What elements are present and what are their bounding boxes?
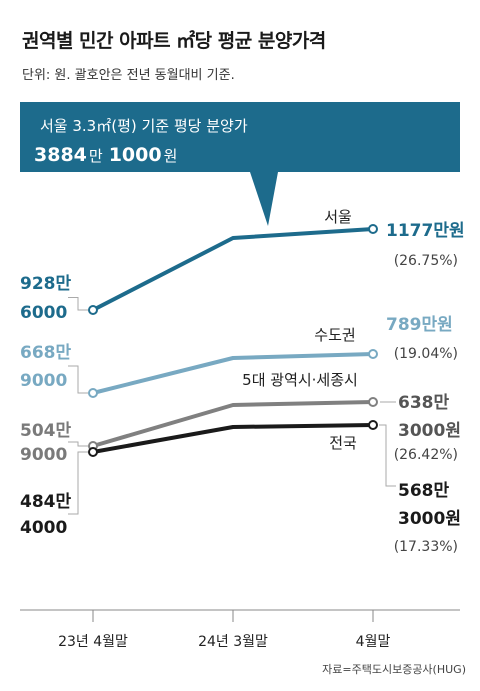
end-leader-line — [379, 424, 396, 487]
callout-value: 3884 만 1000 원 — [34, 144, 177, 166]
start-value-label: 928만 — [20, 274, 71, 294]
series: 서울 928만 6000 1177만원 (26.75%) — [20, 208, 465, 323]
source-note: 자료=주택도시보증공사(HUG) — [322, 663, 466, 676]
end-value-label: 3000원 — [398, 509, 461, 529]
data-point — [368, 224, 378, 234]
data-point — [88, 447, 98, 457]
change-rate-label: (19.04%) — [394, 346, 458, 362]
chart-title: 권역별 민간 아파트 ㎡당 평균 분양가격 — [22, 30, 326, 52]
change-rate-label: (26.75%) — [394, 253, 458, 269]
x-axis: 23년 4월말 24년 3월말 4월말 — [20, 609, 460, 650]
data-point — [88, 305, 98, 315]
series-line — [92, 423, 374, 454]
series-line — [92, 400, 374, 448]
series-name-label: 서울 — [324, 208, 352, 226]
callout-value-main: 3884 — [34, 144, 87, 166]
start-value-label: 9000 — [20, 371, 67, 391]
start-value-label: 668만 — [20, 343, 71, 363]
series-name-label: 전국 — [329, 434, 357, 452]
series-name-label: 5대 광역시·세종시 — [242, 371, 358, 389]
start-value-label: 504만 — [20, 421, 71, 441]
chart-subtitle: 단위: 원. 괄호안은 전년 동월대비 기준. — [22, 68, 235, 83]
data-point — [368, 349, 378, 359]
series: 전국 484만 4000 568만 3000원 (17.33%) — [20, 420, 461, 555]
data-point — [368, 397, 378, 407]
end-value-label: 1177만원 — [386, 221, 465, 241]
end-value-label: 568만 — [398, 481, 449, 501]
start-value-label: 484만 — [20, 492, 71, 512]
series-layer: 서울 928만 6000 1177만원 (26.75%) 수도권 668만 9000 789만원… — [20, 208, 465, 555]
series-name-label: 수도권 — [314, 326, 355, 344]
series-line — [92, 227, 374, 312]
callout-background — [20, 102, 460, 226]
callout-box: 서울 3.3㎡(평) 기준 평당 분양가 3884 만 1000 원 — [20, 102, 460, 226]
series: 5대 광역시·세종시 504만 9000 638만 3000원 (26.42%) — [20, 371, 461, 465]
end-value-label: 789만원 — [386, 315, 453, 335]
start-value-label: 4000 — [20, 518, 67, 538]
x-tick-label: 4월말 — [356, 634, 391, 650]
callout-value-rest: 1000 — [109, 144, 162, 166]
change-rate-label: (17.33%) — [394, 539, 458, 555]
x-tick-label: 24년 3월말 — [198, 634, 268, 650]
start-leader-line — [68, 441, 88, 447]
series: 수도권 668만 9000 789만원 (19.04%) — [20, 315, 458, 398]
series-line — [92, 352, 374, 395]
start-value-label: 6000 — [20, 303, 67, 323]
start-leader-line — [68, 365, 88, 394]
change-rate-label: (26.42%) — [394, 447, 458, 463]
start-leader-line — [68, 451, 88, 515]
data-point — [88, 388, 98, 398]
start-value-label: 9000 — [20, 445, 67, 465]
end-value-label: 3000원 — [398, 421, 461, 441]
callout-line1: 서울 3.3㎡(평) 기준 평당 분양가 — [40, 117, 248, 135]
end-value-label: 638만 — [398, 393, 449, 413]
callout-value-unit2: 원 — [164, 147, 178, 165]
start-leader-line — [68, 297, 88, 311]
callout-value-unit1: 만 — [89, 147, 103, 165]
x-tick-label: 23년 4월말 — [58, 634, 128, 650]
data-point — [368, 420, 378, 430]
